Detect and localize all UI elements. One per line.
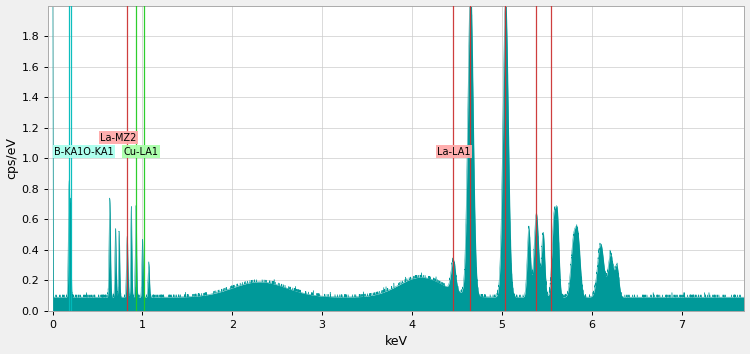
X-axis label: keV: keV	[385, 336, 408, 348]
Text: La-LA1: La-LA1	[437, 147, 471, 157]
Text: Cu-LA1: Cu-LA1	[124, 147, 158, 157]
Y-axis label: cps/eV: cps/eV	[5, 137, 19, 179]
Text: La-MZ2: La-MZ2	[100, 133, 136, 143]
Text: B-KA1O-KA1: B-KA1O-KA1	[55, 147, 114, 157]
